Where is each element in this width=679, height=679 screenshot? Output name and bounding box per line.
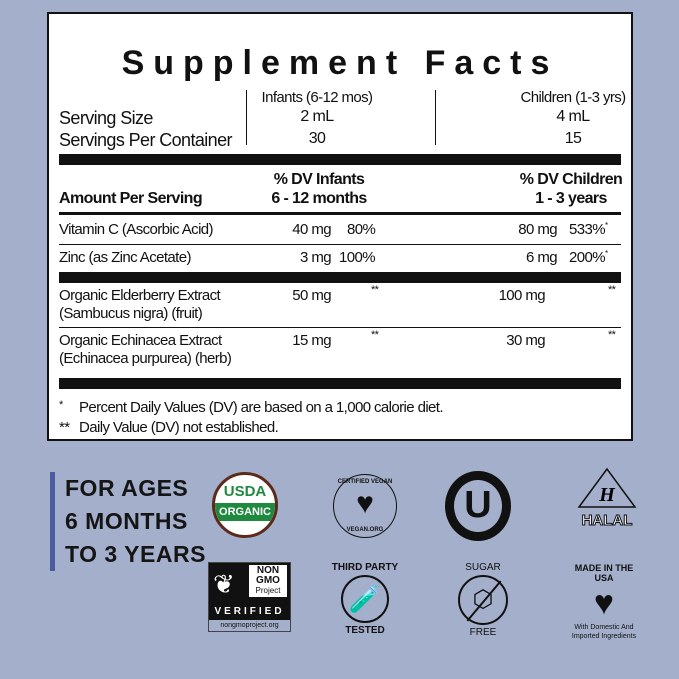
amount-header: Amount Per Serving (59, 190, 203, 207)
children-dv: ** (608, 284, 616, 296)
infants-dv: 100% (339, 249, 376, 266)
children-amount: 80 mg (518, 221, 557, 238)
test-tube-icon: 🧪 (341, 575, 389, 623)
infants-size: 2 mL (300, 108, 334, 125)
thick-divider (59, 378, 621, 389)
infants-amount: 3 mg (300, 249, 332, 266)
serving-size-label: Serving Size (59, 108, 153, 128)
footnote-dv: * Percent Daily Values (DV) are based on … (59, 399, 444, 416)
flag-heart-icon: ♥ (593, 584, 615, 622)
divider (435, 90, 436, 145)
infants-amount: 40 mg (292, 221, 331, 238)
children-amount: 6 mg (526, 249, 558, 266)
footnote-not-established: ** Daily Value (DV) not established. (59, 419, 279, 436)
children-amount: 30 mg (506, 332, 545, 349)
thick-divider (59, 154, 621, 165)
dv-infants-header: % DV Infants (273, 171, 365, 188)
butterfly-leaf-icon: ❦ (213, 569, 235, 599)
infants-header: Infants (6-12 mos) (261, 89, 374, 106)
row-divider (59, 244, 621, 245)
dv-infants-range: 6 - 12 months (271, 190, 367, 207)
divider (246, 90, 247, 145)
sugar-cube-crossed-icon: ⬡ (458, 575, 508, 625)
footnote-mark: * (604, 221, 608, 230)
infants-dv: 80% (347, 221, 376, 238)
infants-amount: 15 mg (292, 332, 331, 349)
thick-divider (59, 272, 621, 283)
children-amount: 100 mg (498, 287, 546, 304)
servings-label: Servings Per Container (59, 130, 233, 150)
medium-divider (59, 212, 621, 215)
dv-children-header: % DV Children (519, 171, 623, 188)
nutrient-source: (Sambucus nigra) (fruit) (59, 305, 203, 322)
footnote-mark: * (604, 249, 608, 258)
age-line: 6 MONTHS (65, 508, 188, 534)
children-dv: 200% (569, 249, 606, 266)
nutrient-name: Zinc (as Zinc Acetate) (59, 249, 191, 266)
certified-vegan-seal: CERTIFIED VEGAN ♥ VEGAN.ORG (333, 474, 397, 538)
non-gmo-verified-seal: ❦ NON GMO Project VERIFIED nongmoproject.o… (208, 562, 291, 632)
vegan-heart-icon: ♥ (356, 487, 374, 520)
nutrient-name: Organic Echinacea Extract (59, 332, 222, 349)
children-servings: 15 (564, 130, 582, 147)
children-header: Children (1-3 yrs) (520, 89, 626, 106)
infants-amount: 50 mg (292, 287, 331, 304)
age-line: FOR AGES (65, 475, 189, 501)
halal-symbol: H HALAL (577, 467, 637, 529)
nutrient-name: Organic Elderberry Extract (59, 287, 221, 304)
sugar-free-seal: SUGAR ⬡ FREE (448, 562, 518, 644)
row-divider (59, 327, 621, 328)
children-dv: ** (608, 329, 616, 341)
children-dv: 533% (569, 221, 606, 238)
age-range-callout: FOR AGES 6 MONTHS TO 3 YEARS (50, 472, 206, 571)
infants-servings: 30 (308, 130, 326, 147)
panel-title: Supplement Facts (121, 44, 559, 82)
dv-children-range: 1 - 3 years (535, 190, 607, 207)
nutrient-source: (Echinacea purpurea) (herb) (59, 350, 232, 367)
third-party-tested-seal: THIRD PARTY 🧪 TESTED (331, 562, 399, 636)
kosher-ou-symbol: U (445, 471, 511, 541)
made-in-usa-seal: MADE IN THE USA ♥ With Domestic And Impo… (566, 563, 642, 643)
usda-organic-seal: USDA ORGANIC (212, 472, 278, 538)
infants-dv: ** (371, 284, 379, 296)
halal-label: HALAL (582, 512, 633, 529)
infants-dv: ** (371, 329, 379, 341)
children-size: 4 mL (556, 108, 590, 125)
age-line: TO 3 YEARS (65, 541, 206, 567)
nutrient-name: Vitamin C (Ascorbic Acid) (59, 221, 214, 238)
halal-h-letter: H (598, 484, 616, 506)
supplement-facts-panel: Supplement Facts Infants (6-12 mos) Chil… (47, 12, 633, 441)
